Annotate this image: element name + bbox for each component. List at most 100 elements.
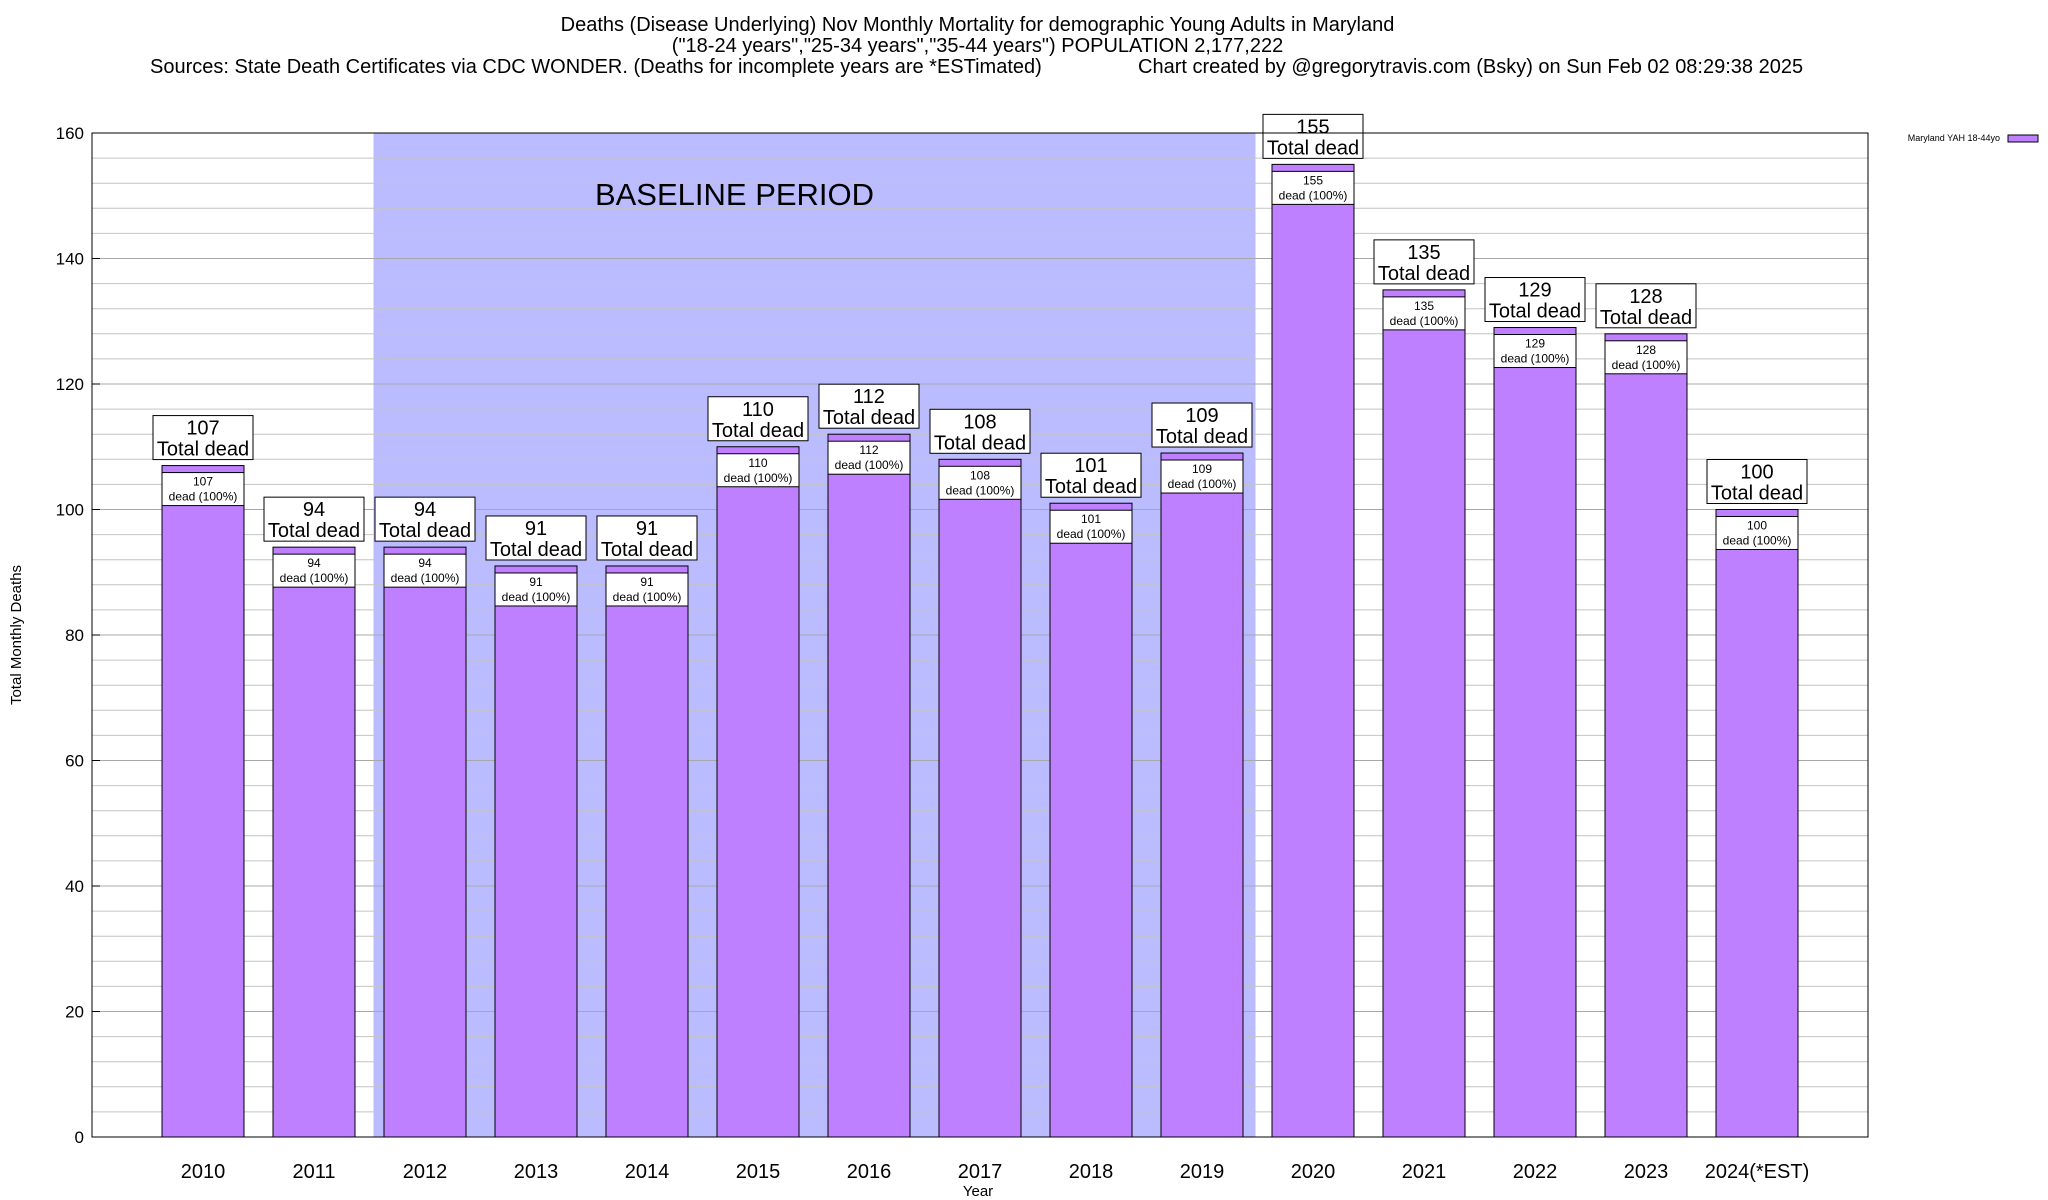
inner-value-label: 94 xyxy=(418,556,432,570)
bar xyxy=(1715,509,1799,1138)
inner-percent-label: dead (100%) xyxy=(946,483,1015,497)
legend: Maryland YAH 18-44yo xyxy=(1908,133,2039,143)
total-text-label: Total dead xyxy=(934,432,1026,454)
bar xyxy=(272,546,356,1138)
chart-credit: Chart created by @gregorytravis.com (Bsk… xyxy=(1138,56,1804,78)
total-text-label: Total dead xyxy=(823,407,915,429)
inner-percent-label: dead (100%) xyxy=(1390,314,1459,328)
inner-value-label: 100 xyxy=(1747,519,1767,533)
inner-label-box xyxy=(383,553,467,588)
x-tick-label: 2012 xyxy=(403,1161,448,1183)
x-tick-label: 2016 xyxy=(847,1161,892,1183)
x-tick-label: 2022 xyxy=(1513,1161,1558,1183)
y-tick-label: 100 xyxy=(56,501,84,520)
total-label-box xyxy=(1262,113,1364,159)
total-text-label: Total dead xyxy=(1489,301,1581,323)
total-label-box xyxy=(707,396,809,442)
inner-value-label: 128 xyxy=(1636,343,1656,357)
x-tick-label: 2013 xyxy=(514,1161,559,1183)
inner-percent-label: dead (100%) xyxy=(724,471,793,485)
total-value-label: 155 xyxy=(1296,116,1329,138)
bar xyxy=(1382,289,1466,1138)
baseline-period-label: BASELINE PERIOD xyxy=(595,177,874,212)
inner-percent-label: dead (100%) xyxy=(280,571,349,585)
x-tick-label: 2011 xyxy=(292,1161,335,1183)
inner-percent-label: dead (100%) xyxy=(391,571,460,585)
total-label-box xyxy=(929,408,1031,454)
inner-label-box xyxy=(605,572,689,607)
y-axis-ticks: 0 20 40 60 80 100 120 140 160 xyxy=(56,124,100,1147)
inner-label-box xyxy=(1604,340,1688,375)
total-label-box xyxy=(485,515,587,561)
x-tick-label: 2019 xyxy=(1180,1161,1225,1183)
total-value-label: 101 xyxy=(1074,455,1107,477)
total-text-label: Total dead xyxy=(1711,483,1803,505)
total-text-label: Total dead xyxy=(1045,476,1137,498)
inner-percent-label: dead (100%) xyxy=(502,590,571,604)
total-value-label: 91 xyxy=(636,518,658,540)
inner-label-box xyxy=(1382,296,1466,331)
total-label-box xyxy=(1706,459,1808,504)
inner-value-label: 109 xyxy=(1192,462,1212,476)
total-value-label: 129 xyxy=(1518,280,1551,302)
bar xyxy=(383,546,467,1138)
total-label-box xyxy=(1040,452,1142,498)
x-tick-label: 2014 xyxy=(625,1161,670,1183)
legend-label: Maryland YAH 18-44yo xyxy=(1908,133,2000,143)
inner-label-box xyxy=(1049,509,1133,544)
inner-label-box xyxy=(827,440,911,475)
y-tick-label: 0 xyxy=(75,1128,84,1147)
total-value-label: 128 xyxy=(1629,286,1662,308)
inner-value-label: 135 xyxy=(1414,299,1434,313)
inner-label-box xyxy=(716,453,800,488)
inner-percent-label: dead (100%) xyxy=(1723,534,1792,548)
inner-percent-label: dead (100%) xyxy=(1501,352,1570,366)
y-tick-label: 160 xyxy=(56,124,84,143)
x-tick-label: 2020 xyxy=(1291,1161,1336,1183)
inner-label-box xyxy=(494,572,578,607)
bar xyxy=(161,465,245,1138)
bar xyxy=(938,458,1022,1138)
total-text-label: Total dead xyxy=(601,539,693,561)
inner-value-label: 91 xyxy=(640,575,654,589)
inner-label-box xyxy=(1160,459,1244,494)
total-text-label: Total dead xyxy=(379,520,471,542)
bar xyxy=(1271,163,1355,1138)
y-tick-label: 80 xyxy=(65,626,84,645)
total-text-label: Total dead xyxy=(1600,307,1692,329)
chart-title: Deaths (Disease Underlying) Nov Monthly … xyxy=(560,14,1395,36)
bar xyxy=(1604,333,1688,1138)
inner-percent-label: dead (100%) xyxy=(1168,477,1237,491)
total-label-box xyxy=(152,415,254,461)
x-tick-label: 2024(*EST) xyxy=(1705,1161,1810,1183)
inner-value-label: 155 xyxy=(1303,173,1323,187)
total-value-label: 107 xyxy=(186,418,219,440)
total-text-label: Total dead xyxy=(712,420,804,442)
total-label-box xyxy=(1595,283,1697,329)
total-text-label: Total dead xyxy=(1267,137,1359,159)
inner-value-label: 107 xyxy=(193,475,213,489)
total-label-box xyxy=(1484,277,1586,323)
total-value-label: 112 xyxy=(853,386,885,408)
total-value-label: 109 xyxy=(1185,405,1218,427)
total-label-box xyxy=(818,383,920,429)
total-value-label: 94 xyxy=(303,499,325,521)
inner-value-label: 94 xyxy=(307,556,321,570)
y-tick-label: 120 xyxy=(56,375,84,394)
total-value-label: 100 xyxy=(1740,462,1773,484)
x-tick-label: 2021 xyxy=(1402,1161,1447,1183)
x-tick-label: 2015 xyxy=(736,1161,781,1183)
inner-value-label: 101 xyxy=(1081,512,1101,526)
legend-swatch xyxy=(2007,134,2039,143)
total-value-label: 108 xyxy=(963,411,996,433)
y-tick-label: 60 xyxy=(65,752,84,771)
bar xyxy=(716,446,800,1138)
bars xyxy=(161,163,1799,1138)
chart-sources: Sources: State Death Certificates via CD… xyxy=(150,56,1042,78)
total-value-label: 91 xyxy=(525,518,547,540)
inner-label-box xyxy=(938,465,1022,500)
chart-subtitle: ("18-24 years","25-34 years","35-44 year… xyxy=(671,35,1284,57)
bar xyxy=(1160,452,1244,1138)
